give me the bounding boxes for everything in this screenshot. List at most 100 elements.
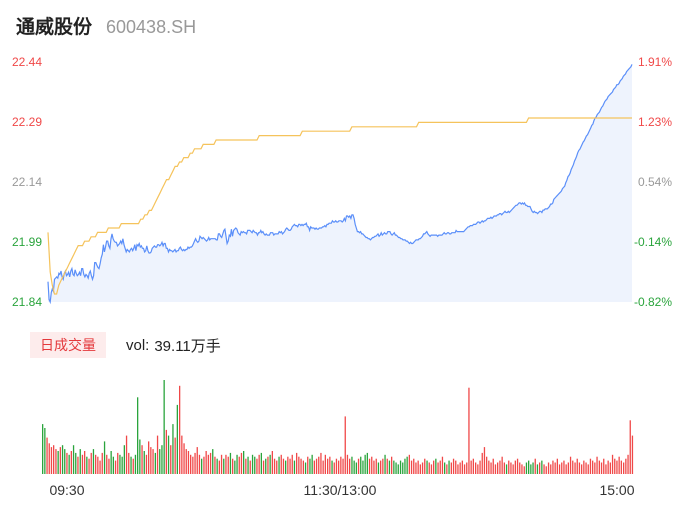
volume-bar: [313, 460, 315, 474]
volume-bar: [391, 456, 393, 474]
volume-bar: [139, 439, 141, 474]
volume-bar: [364, 454, 366, 474]
volume-bar: [472, 458, 474, 474]
volume-bar: [594, 462, 596, 474]
volume-bar: [44, 428, 46, 474]
stock-name: 通威股份: [16, 17, 93, 38]
volume-bar: [88, 458, 90, 474]
y-tick-left: 21.99: [12, 235, 42, 249]
volume-bar: [521, 464, 523, 474]
volume-bar: [212, 449, 214, 474]
volume-bar: [198, 454, 201, 474]
volume-bar: [512, 464, 514, 474]
volume-bar: [541, 460, 543, 474]
vol-value: 39.11万手: [154, 337, 221, 355]
volume-bar: [618, 456, 620, 474]
volume-bar: [81, 454, 84, 474]
volume-bar: [578, 462, 581, 474]
volume-bar: [375, 458, 377, 474]
volume-bar: [251, 454, 254, 474]
volume-bar: [466, 462, 468, 474]
volume-bar: [110, 451, 112, 474]
volume-bar: [315, 458, 318, 474]
volume-bar: [362, 460, 364, 474]
volume-bar: [130, 456, 132, 474]
volume-bar: [448, 460, 450, 474]
volume-bar: [404, 458, 406, 474]
volume-bar: [236, 454, 238, 474]
volume-bar: [410, 460, 413, 474]
volume-bar: [64, 449, 66, 474]
volume-bar: [229, 452, 232, 474]
volume-bar: [497, 462, 499, 474]
volume-bar: [357, 458, 360, 474]
volume-bar: [384, 454, 386, 474]
volume-bar: [475, 462, 477, 474]
volume-bar: [214, 456, 216, 474]
y-tick-right: -0.14%: [634, 235, 672, 249]
volume-bar: [225, 454, 227, 474]
volume-bar: [249, 460, 251, 474]
volume-bar: [501, 456, 503, 474]
axis-layer: 22.44 1.91% 22.29 1.23% 22.14 0.54% 21.99 -0.14…: [12, 55, 672, 309]
volume-bar: [185, 449, 187, 474]
volume-bar: [426, 460, 428, 474]
volume-bar: [287, 456, 289, 474]
volume-bar: [77, 456, 79, 474]
volume-bar: [57, 451, 59, 474]
volume-bar: [589, 458, 592, 474]
volume-bar: [430, 464, 433, 474]
volume-bar: [232, 458, 234, 474]
volume-bar: [106, 454, 108, 474]
volume-bar: [218, 460, 220, 474]
volume-bar: [468, 387, 470, 474]
volume-bar: [271, 451, 273, 474]
volume-bar: [366, 452, 368, 474]
volume-bar: [196, 447, 198, 474]
volume-bar: [187, 451, 190, 474]
volume-bar: [406, 456, 408, 474]
volume-bar: [66, 452, 68, 474]
volume-bar: [289, 458, 291, 474]
volume-bar: [72, 445, 75, 474]
volume-bar: [351, 456, 353, 474]
volume-bar: [486, 456, 488, 474]
volume-bar: [572, 460, 574, 474]
volume-bar: [545, 466, 547, 474]
volume-bar: [247, 456, 249, 474]
volume-bar: [278, 456, 280, 474]
volume-bar: [554, 462, 556, 474]
volume-bar: [240, 452, 243, 474]
volume-bar: [256, 458, 258, 474]
volume-bar: [377, 462, 380, 474]
volume-bar: [479, 460, 481, 474]
period-button[interactable]: 日成交量: [30, 332, 106, 358]
volume-bar: [304, 462, 307, 474]
volume-bar: [55, 449, 57, 474]
volume-bar: [490, 462, 492, 474]
volume-bar: [625, 458, 627, 474]
volume-bar: [587, 464, 589, 474]
volume-bar: [176, 404, 178, 474]
volume-bar: [192, 456, 194, 474]
y-tick-right: 0.54%: [638, 175, 672, 189]
volume-bar: [514, 460, 516, 474]
volume-bar: [59, 447, 61, 474]
volume-bar: [331, 460, 333, 474]
volume-bar: [335, 458, 338, 474]
volume-bar: [154, 452, 156, 474]
volume-bar: [254, 456, 256, 474]
volume-bar: [386, 458, 388, 474]
volume-bar: [598, 460, 600, 474]
volume-bar: [483, 447, 486, 474]
volume-bar: [547, 462, 550, 474]
volume-bar: [322, 460, 324, 474]
volume-bar: [293, 460, 296, 474]
volume-bar: [550, 464, 552, 474]
volume-bar: [318, 456, 320, 474]
volume-bar: [99, 460, 101, 474]
volume-bar: [609, 462, 611, 474]
volume-bar: [53, 445, 55, 474]
volume-bar: [525, 462, 528, 474]
